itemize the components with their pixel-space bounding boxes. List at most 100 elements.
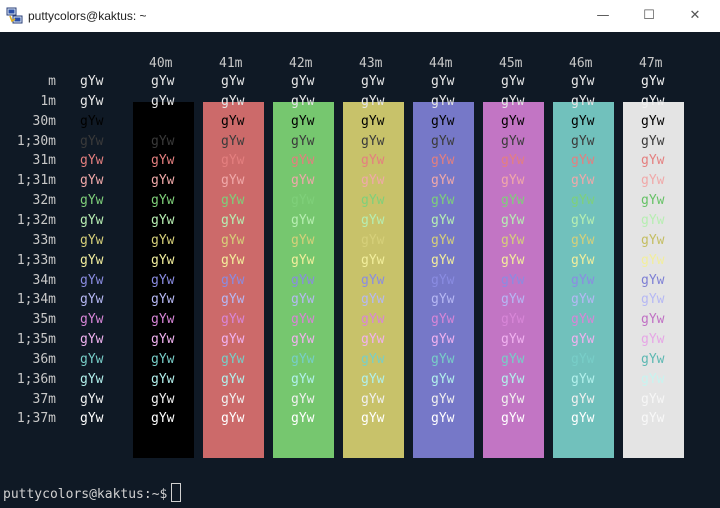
color-sample: gYw (431, 133, 455, 149)
color-sample: gYw (641, 232, 665, 248)
color-sample: gYw (571, 312, 595, 328)
color-sample: gYw (571, 371, 595, 387)
bg-column-41 (203, 102, 264, 458)
color-sample: gYw (571, 153, 595, 169)
color-sample: gYw (80, 332, 104, 348)
color-sample: gYw (80, 292, 104, 308)
row-label: 1;36m (16, 371, 56, 387)
color-sample: gYw (151, 252, 175, 268)
color-sample: gYw (221, 133, 245, 149)
color-sample: gYw (221, 232, 245, 248)
color-sample: gYw (80, 312, 104, 328)
bg-column-46 (553, 102, 614, 458)
color-sample: gYw (361, 391, 385, 407)
color-sample: gYw (151, 113, 175, 129)
color-sample: gYw (501, 351, 525, 367)
terminal-area[interactable]: puttycolors@kaktus:~$ 40m 41m 42m 43m 44m 45m… (0, 32, 720, 508)
bg-column-47 (623, 102, 684, 458)
column-header: 47m (639, 56, 663, 71)
color-sample: gYw (291, 93, 315, 109)
color-sample: gYw (291, 391, 315, 407)
color-sample: gYw (151, 312, 175, 328)
color-sample: gYw (221, 212, 245, 228)
color-sample: gYw (641, 173, 665, 189)
color-sample: gYw (431, 232, 455, 248)
color-sample: gYw (291, 411, 315, 427)
color-sample: gYw (221, 351, 245, 367)
color-sample: gYw (501, 173, 525, 189)
color-sample: gYw (151, 153, 175, 169)
color-sample: gYw (221, 411, 245, 427)
color-sample: gYw (641, 113, 665, 129)
color-sample: gYw (80, 153, 104, 169)
color-sample: gYw (571, 113, 595, 129)
color-sample: gYw (431, 74, 455, 89)
color-sample: gYw (571, 292, 595, 308)
color-sample: gYw (151, 411, 175, 427)
row-label: 33m (32, 232, 56, 248)
bg-column-42 (273, 102, 334, 458)
title-bar[interactable]: puttycolors@kaktus: ~ — ☐ ✕ (0, 0, 720, 32)
putty-icon (6, 7, 23, 24)
color-sample: gYw (361, 351, 385, 367)
column-header: 44m (429, 56, 453, 71)
close-button[interactable]: ✕ (689, 8, 701, 23)
color-sample: gYw (361, 332, 385, 348)
color-sample: gYw (641, 153, 665, 169)
color-sample: gYw (291, 272, 315, 288)
shell-prompt: puttycolors@kaktus:~$ (3, 483, 182, 502)
color-sample: gYw (221, 332, 245, 348)
row-label: 1;34m (16, 292, 56, 308)
color-sample: gYw (431, 193, 455, 209)
color-sample: gYw (291, 74, 315, 89)
row-label: 37m (32, 391, 56, 407)
row-label: 1m (40, 93, 56, 109)
color-sample: gYw (571, 272, 595, 288)
color-sample: gYw (571, 332, 595, 348)
prompt-text: puttycolors@kaktus:~$ (3, 487, 168, 502)
color-sample: gYw (431, 371, 455, 387)
color-sample: gYw (501, 193, 525, 209)
column-header: 40m (149, 56, 173, 71)
color-sample: gYw (80, 272, 104, 288)
color-sample: gYw (361, 232, 385, 248)
color-sample: gYw (291, 173, 315, 189)
color-sample: gYw (501, 74, 525, 89)
color-sample: gYw (501, 312, 525, 328)
color-sample: gYw (361, 153, 385, 169)
color-sample: gYw (221, 371, 245, 387)
column-header: 43m (359, 56, 383, 71)
color-sample: gYw (641, 391, 665, 407)
color-sample: gYw (291, 252, 315, 268)
row-label: 1;30m (16, 133, 56, 149)
color-sample: gYw (221, 272, 245, 288)
color-sample: gYw (80, 173, 104, 189)
maximize-button[interactable]: ☐ (643, 8, 655, 23)
color-sample: gYw (501, 232, 525, 248)
color-sample: gYw (80, 212, 104, 228)
row-label: 36m (32, 351, 56, 367)
color-sample: gYw (151, 292, 175, 308)
bg-column-40 (133, 102, 194, 458)
color-sample: gYw (151, 74, 175, 89)
color-sample: gYw (431, 391, 455, 407)
color-sample: gYw (431, 113, 455, 129)
color-sample: gYw (641, 371, 665, 387)
color-sample: gYw (571, 351, 595, 367)
color-sample: gYw (80, 411, 104, 427)
minimize-button[interactable]: — (596, 8, 610, 23)
color-sample: gYw (641, 332, 665, 348)
color-sample: gYw (641, 351, 665, 367)
color-sample: gYw (571, 133, 595, 149)
color-sample: gYw (80, 113, 104, 129)
color-sample: gYw (151, 133, 175, 149)
color-sample: gYw (291, 371, 315, 387)
color-sample: gYw (501, 292, 525, 308)
row-label: 1;35m (16, 332, 56, 348)
column-header: 45m (499, 56, 523, 71)
bg-column-43 (343, 102, 404, 458)
color-sample: gYw (501, 212, 525, 228)
color-sample: gYw (291, 351, 315, 367)
color-sample: gYw (291, 133, 315, 149)
color-sample: gYw (501, 332, 525, 348)
